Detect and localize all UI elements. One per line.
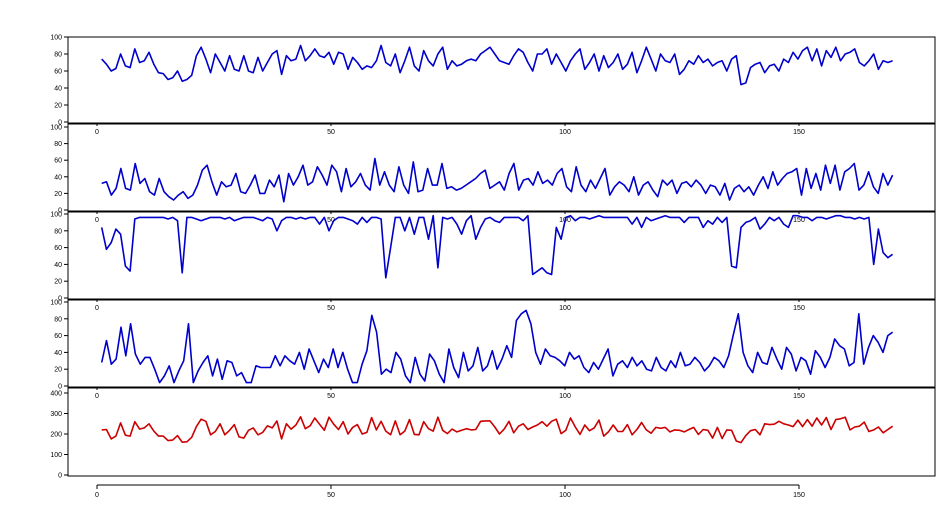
panel-2-x-tick-label: 0 [95,217,99,224]
panel-3-x-tick-label: 100 [559,305,571,312]
panel-1-x-tick-label: 0 [95,129,99,136]
panel-4-x-tick-label: 50 [327,393,335,400]
panel-2-y-tick-label: 60 [54,158,62,165]
panel-2-y-tick-label: 20 [54,191,62,198]
panel-3-y-tick-label: 80 [54,228,62,235]
panel-3-frame [67,211,936,300]
panel-5-x-tick-label: 150 [793,492,805,499]
panel-1-series-line [101,44,893,86]
panel-4-frame [67,299,936,388]
panel-1-x-tick-label: 50 [327,129,335,136]
panel-5-y-tick-label: 100 [50,452,62,459]
panel-1-y-tick-label: 100 [50,35,62,42]
panel-4-y-tick-label: 60 [54,333,62,340]
panel-2-x-tick-label: 150 [793,217,805,224]
panel-5-series-line [101,415,894,444]
panel-5-x-tick-label: 50 [327,492,335,499]
panel-3-y-tick-label: 40 [54,262,62,269]
panel-2-series-line [101,157,894,203]
panel-4-y-tick-label: 80 [54,316,62,323]
panel-3-y-tick-label: 0 [58,296,62,303]
panel-1-y-tick-label: 60 [54,69,62,76]
panel-3-x-tick-label: 150 [793,305,805,312]
panel-3-x-tick-label: 0 [95,305,99,312]
panel-3-y-tick-label: 20 [54,279,62,286]
panel-1-x-tick-label: 150 [793,129,805,136]
panel-1-y-tick-label: 40 [54,86,62,93]
panel-4-series-line [100,309,894,384]
panel-4-x-tick-label: 100 [559,393,571,400]
panel-2-frame [67,123,936,212]
panel-4-x-tick-label: 0 [95,393,99,400]
panel-2-y-tick-label: 80 [54,141,62,148]
panel-2-y-tick-label: 40 [54,174,62,181]
panel-5-x-tick-label: 100 [559,492,571,499]
panel-5-y-tick-label: 200 [50,432,62,439]
panel-5-y-tick-label: 0 [58,473,62,480]
panel-2-x-tick-label: 50 [327,217,335,224]
panel-3-y-tick-label: 60 [54,245,62,252]
panel-3-x-tick-label: 50 [327,305,335,312]
panel-3-series-line [100,214,894,279]
panel-4-x-tick-label: 150 [793,393,805,400]
panel-4-y-tick-label: 0 [58,384,62,391]
panel-1-x-tick-label: 100 [559,129,571,136]
panel-5-y-tick-label: 400 [50,391,62,398]
panel-1-y-tick-label: 80 [54,52,62,59]
panel-3-y-tick-label: 100 [50,212,62,219]
panel-4-y-tick-label: 20 [54,367,62,374]
panel-4-y-tick-label: 100 [50,300,62,307]
panel-5-x-tick-label: 0 [95,492,99,499]
panel-4-y-tick-label: 40 [54,350,62,357]
panel-1-y-tick-label: 0 [58,120,62,127]
panel-2-y-tick-label: 0 [58,208,62,215]
panel-5-y-tick-label: 300 [50,411,62,418]
panel-2-y-tick-label: 100 [50,125,62,132]
panel-1-y-tick-label: 20 [54,103,62,110]
